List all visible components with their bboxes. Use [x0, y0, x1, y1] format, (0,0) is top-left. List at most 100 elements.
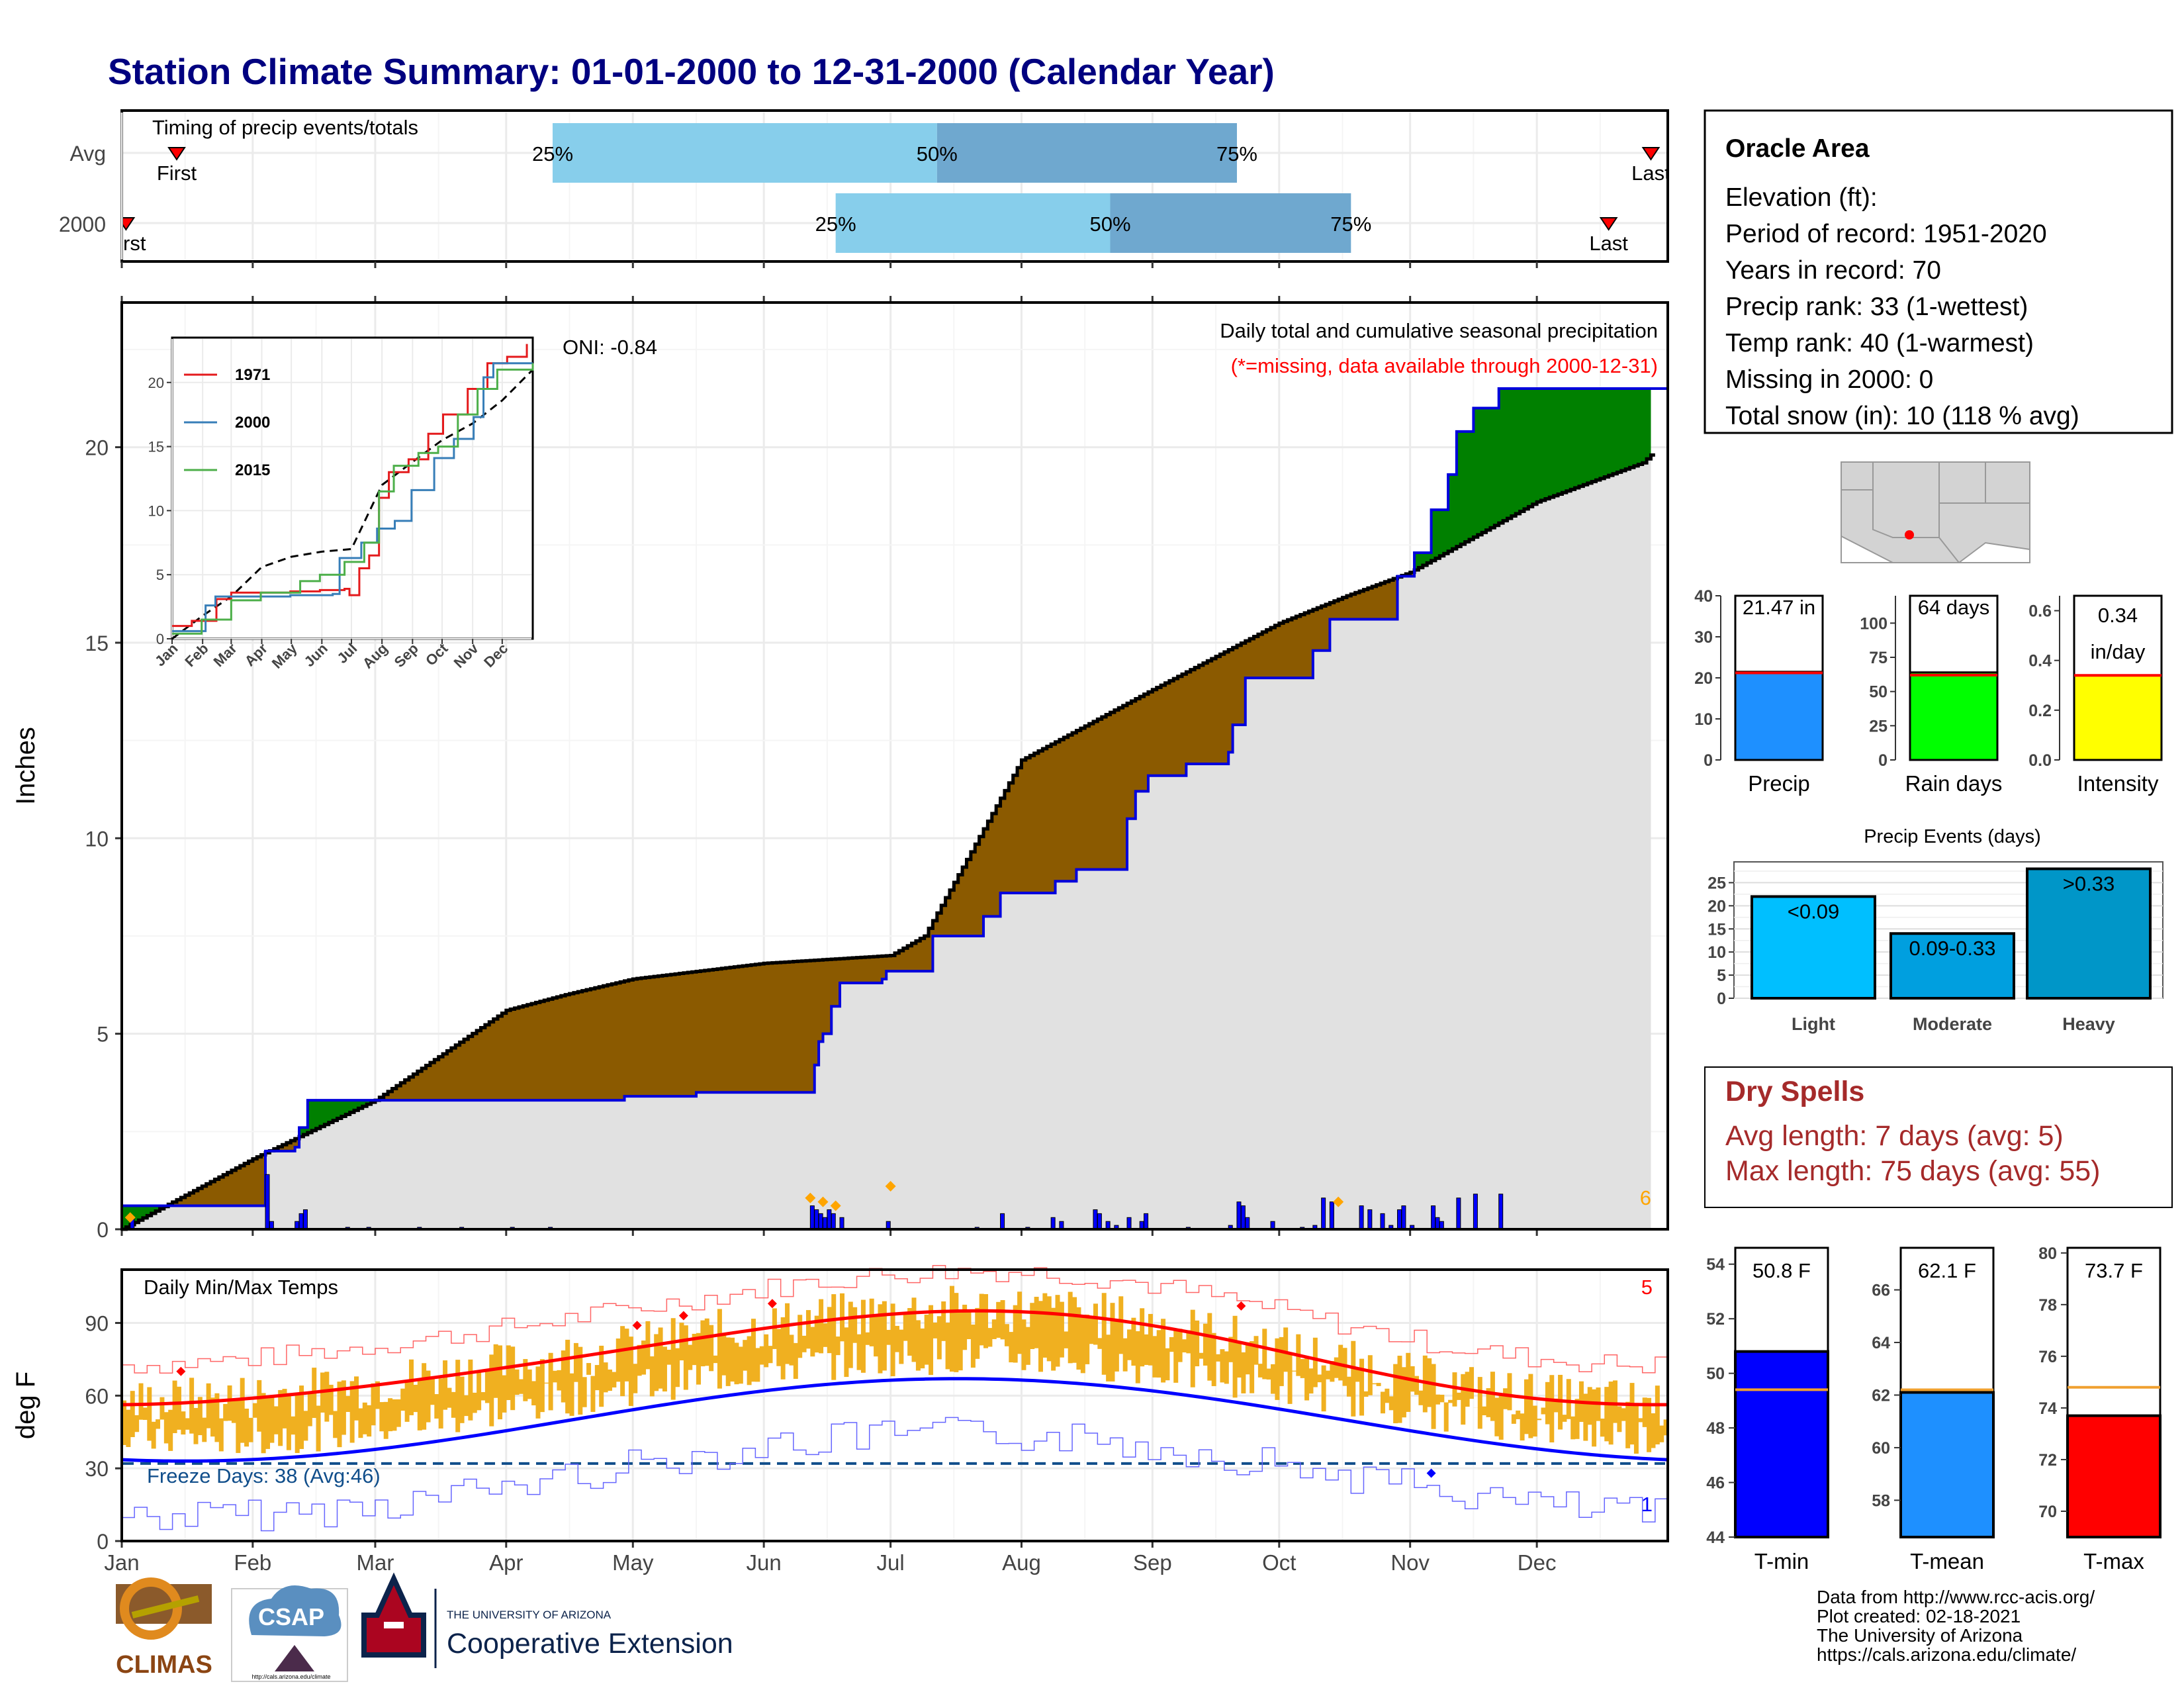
daily-temp-bar — [269, 1395, 275, 1443]
daily-temp-bar — [1414, 1376, 1420, 1395]
daily-temp-bar — [1190, 1309, 1195, 1387]
timing-q50-label: 50% — [1089, 212, 1130, 236]
daily-temp-bar — [1507, 1373, 1512, 1411]
dry-spells-box: Dry Spells Avg length: 7 days (avg: 5) M… — [1704, 1066, 2173, 1208]
daily-temp-bar — [1080, 1316, 1085, 1374]
events-category-label: Light — [1792, 1014, 1835, 1034]
daily-temp-bar — [367, 1405, 372, 1437]
daily-temp-bar — [1456, 1392, 1461, 1400]
daily-temp-bar — [455, 1360, 461, 1432]
daily-temp-bar — [1135, 1331, 1140, 1383]
daily-temp-bar — [299, 1385, 304, 1449]
tmean-label: T-mean — [1910, 1549, 1984, 1573]
record-high-marker — [632, 1321, 642, 1331]
daily-precip-bar — [1498, 1194, 1504, 1230]
daily-temp-bar — [848, 1301, 853, 1368]
daily-temp-bar — [1633, 1403, 1639, 1454]
daily-temp-bar — [197, 1397, 203, 1436]
daily-precip-bar — [1473, 1194, 1478, 1230]
daily-temp-bar — [1241, 1352, 1246, 1393]
daily-temp-bar — [709, 1325, 714, 1372]
daily-temp-bar — [933, 1322, 938, 1338]
daily-temp-bar — [599, 1345, 604, 1407]
daily-temp-bar — [1224, 1351, 1229, 1384]
daily-temp-bar — [138, 1383, 144, 1420]
temp-panel: 0 30 60 90 deg F Daily Min/Max Temps Freeze… — [11, 1264, 1669, 1554]
precip-y-tick-label: 5 — [97, 1023, 109, 1047]
daily-temp-bar — [426, 1370, 431, 1423]
record-high-marker — [176, 1366, 186, 1376]
dry-spells-avg: Avg length: 7 days (avg: 5) — [1725, 1120, 2064, 1152]
daily-precip-bar — [1050, 1217, 1056, 1230]
daily-temp-bar — [1431, 1364, 1436, 1429]
daily-temp-bar — [1144, 1334, 1149, 1365]
first-event-marker — [123, 217, 136, 231]
precip-y-tick-label: 20 — [85, 436, 109, 460]
daily-temp-bar — [759, 1346, 764, 1365]
daily-temp-bar — [480, 1391, 486, 1401]
daily-temp-bar — [193, 1407, 199, 1444]
rain_days-tick-label: 25 — [1869, 717, 1888, 735]
daily-temp-bar — [1625, 1401, 1631, 1448]
daily-temp-bar — [615, 1338, 621, 1382]
daily-temp-bar — [1385, 1388, 1390, 1403]
daily-temp-bar — [785, 1303, 790, 1364]
daily-temp-bar — [477, 1372, 482, 1411]
daily-temp-bar — [1186, 1330, 1191, 1354]
daily-temp-bar — [1025, 1327, 1030, 1365]
daily-temp-bar — [1380, 1391, 1385, 1414]
daily-temp-bar — [1089, 1315, 1094, 1344]
daily-temp-bar — [341, 1380, 346, 1435]
inset-series-2000 — [172, 362, 533, 632]
daily-temp-bar — [349, 1381, 355, 1443]
daily-temp-bar — [1545, 1382, 1550, 1425]
daily-temp-bar — [422, 1363, 427, 1430]
daily-temp-bar — [1604, 1387, 1610, 1442]
daily-temp-bar — [223, 1403, 228, 1421]
daily-temp-bar — [1106, 1335, 1111, 1382]
daily-temp-bar — [295, 1393, 300, 1454]
tmax-tick-label: 70 — [2038, 1503, 2057, 1521]
daily-temp-bar — [1486, 1388, 1491, 1417]
month-label-apr: Apr — [489, 1550, 523, 1575]
inset-series-2015 — [172, 363, 534, 635]
inset-y-tick-label: 20 — [148, 375, 164, 391]
tmin-value: 50.8 F — [1752, 1259, 1811, 1282]
daily-temp-bar — [1165, 1348, 1170, 1381]
events-tick-label: 10 — [1707, 943, 1726, 962]
daily-temp-bar — [375, 1381, 380, 1409]
daily-precip-bar — [814, 1209, 819, 1230]
daily-temp-bar — [966, 1311, 972, 1339]
daily-temp-bar — [489, 1354, 494, 1427]
daily-temp-bar — [328, 1384, 334, 1415]
daily-precip-bar — [1359, 1205, 1364, 1230]
below-average-fill — [168, 572, 1415, 1206]
daily-precip-bar — [1144, 1213, 1149, 1230]
info-period: Period of record: 1951-2020 — [1725, 220, 2047, 248]
daily-temp-bar — [620, 1326, 625, 1397]
month-label-jul: Jul — [877, 1550, 905, 1575]
daily-temp-bar — [1621, 1408, 1626, 1421]
tmean-tick-label: 60 — [1872, 1439, 1890, 1458]
daily-temp-bar — [151, 1421, 156, 1449]
tmin-label: T-min — [1754, 1549, 1809, 1573]
tmin-tick-label: 46 — [1706, 1474, 1725, 1493]
precip-value: 21.47 in — [1743, 596, 1815, 619]
daily-temp-bar — [261, 1393, 266, 1454]
daily-temp-bar — [493, 1344, 498, 1398]
precip-bar — [1734, 671, 1824, 761]
daily-temp-bar — [700, 1320, 705, 1367]
daily-precip-bar — [1097, 1213, 1102, 1230]
precip-tick-label: 40 — [1694, 587, 1713, 606]
daily-temp-bar — [1017, 1291, 1023, 1354]
daily-record-marker — [124, 1212, 136, 1223]
daily-temp-bar — [1346, 1376, 1351, 1397]
rain_days-label: Rain days — [1905, 771, 2003, 796]
daily-temp-bar — [1220, 1349, 1225, 1383]
daily-temp-bar — [185, 1418, 190, 1430]
daily-temp-bar — [1330, 1361, 1335, 1382]
daily-temp-bar — [1300, 1358, 1305, 1378]
daily-temp-bar — [1393, 1364, 1398, 1424]
precip-tick-label: 20 — [1694, 669, 1713, 688]
daily-temp-bar — [1199, 1352, 1204, 1359]
